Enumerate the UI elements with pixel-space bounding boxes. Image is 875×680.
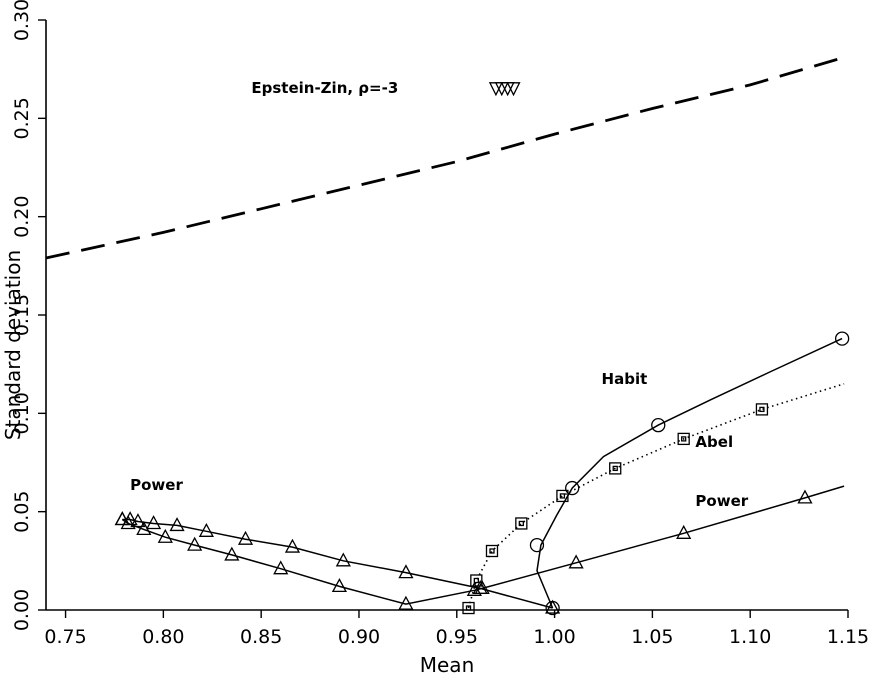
- triangle-marker: [398, 564, 414, 579]
- circle-marker: [651, 417, 666, 433]
- circle-marker: [565, 480, 580, 496]
- y-tick-label: 0.20: [11, 196, 33, 238]
- y-tick-label: 0.10: [11, 392, 33, 434]
- series-annotation: Power: [695, 492, 748, 510]
- square-marker: [485, 544, 499, 558]
- plot-labels: Epstein-Zin, ρ=-3 Habit Abel Power Power: [130, 79, 749, 510]
- square-marker-inner: [518, 520, 524, 527]
- series-line: [467, 383, 845, 609]
- x-tick-label: 0.85: [240, 626, 282, 648]
- series-line: [536, 337, 843, 609]
- square-marker: [677, 432, 690, 446]
- square-marker-inner: [489, 548, 495, 554]
- series-annotation: Epstein-Zin, ρ=-3: [251, 79, 398, 97]
- x-tick-label: 0.90: [338, 626, 380, 648]
- triangle-marker: [568, 554, 584, 569]
- circle-marker: [529, 537, 545, 553]
- triangle-marker: [130, 513, 146, 528]
- triangle-marker: [545, 599, 561, 614]
- triangle-marker: [797, 489, 813, 504]
- triangle-marker: [237, 530, 254, 545]
- inverted-triangle-marker: [494, 82, 509, 97]
- y-tick-label: 0.15: [11, 294, 33, 336]
- square-marker: [462, 601, 475, 615]
- y-tick-label: 0.30: [11, 0, 33, 41]
- x-tick-label: 0.95: [436, 626, 478, 648]
- y-tick-label: 0.00: [11, 589, 33, 631]
- x-axis-title: Mean: [420, 653, 475, 677]
- triangle-marker: [198, 522, 214, 537]
- triangle-marker: [145, 515, 162, 530]
- triangle-marker: [284, 538, 301, 553]
- series-annotation: Habit: [602, 370, 648, 388]
- square-marker-inner: [559, 493, 566, 499]
- square-marker-inner: [759, 406, 765, 413]
- triangle-marker: [136, 521, 152, 536]
- plot-markers: [114, 82, 850, 616]
- square-marker: [515, 517, 528, 530]
- series-line: [121, 485, 845, 605]
- x-tick-label: 0.80: [142, 626, 184, 648]
- square-marker-inner: [681, 436, 687, 442]
- series-annotation: Power: [130, 476, 183, 494]
- triangle-marker: [114, 511, 130, 526]
- inverted-triangle-marker: [500, 82, 515, 97]
- inverted-triangle-marker: [488, 82, 503, 97]
- series-line: [122, 518, 553, 609]
- triangle-marker: [187, 536, 203, 551]
- x-tick-label: 1.15: [827, 626, 869, 648]
- series-annotation: Abel: [695, 433, 733, 451]
- x-tick-label: 0.75: [44, 626, 86, 648]
- x-tick-label: 1.00: [533, 626, 575, 648]
- square-marker-inner: [465, 605, 472, 611]
- square-marker-inner: [612, 465, 618, 472]
- circle-marker: [834, 331, 850, 346]
- square-marker: [755, 403, 769, 416]
- y-tick-label: 0.05: [11, 491, 33, 533]
- triangle-marker: [273, 560, 289, 575]
- x-tick-label: 1.10: [729, 626, 771, 648]
- triangle-marker: [331, 578, 348, 593]
- triangle-marker: [157, 528, 173, 543]
- plot-curves: [45, 56, 845, 609]
- series-line: [45, 56, 845, 260]
- triangle-marker: [224, 546, 240, 561]
- inverted-triangle-marker: [506, 82, 521, 97]
- square-marker: [556, 489, 569, 503]
- square-marker: [609, 462, 622, 475]
- triangle-marker: [169, 517, 185, 532]
- y-tick-label: 0.25: [11, 97, 33, 139]
- square-marker-inner: [473, 577, 479, 584]
- triangle-marker: [474, 580, 490, 595]
- triangle-marker: [120, 515, 136, 530]
- y-axis-title: Standard deviation: [1, 250, 25, 440]
- x-tick-label: 1.05: [631, 626, 673, 648]
- triangle-marker: [398, 595, 414, 610]
- triangle-marker: [676, 524, 692, 539]
- triangle-marker: [335, 552, 351, 567]
